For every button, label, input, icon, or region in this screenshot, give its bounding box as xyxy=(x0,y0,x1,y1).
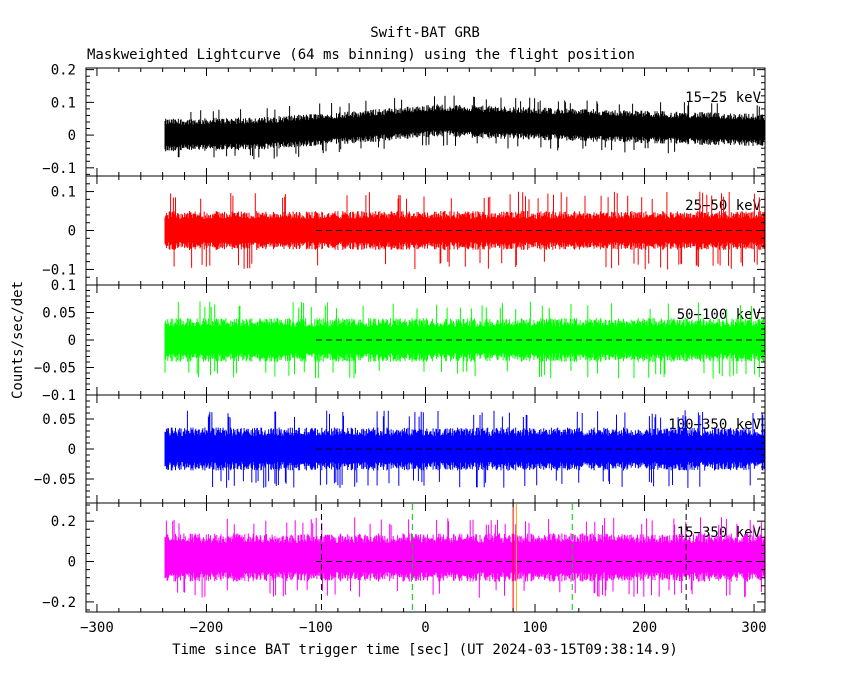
y-tick-label: 0 xyxy=(68,128,76,144)
y-tick-label: 0 xyxy=(68,555,76,571)
y-tick-label: −0.05 xyxy=(34,472,76,488)
y-tick-label: 0.1 xyxy=(51,185,76,201)
lightcurve-series xyxy=(164,95,766,160)
chart-subtitle: Maskweighted Lightcurve (64 ms binning) … xyxy=(87,47,635,63)
y-tick-label: −0.2 xyxy=(42,595,76,611)
panel-15-350 keV: 15−350 keV−0.200.2 xyxy=(42,502,766,613)
y-tick-label: −0.05 xyxy=(34,361,76,377)
y-tick-label: 0.1 xyxy=(51,95,76,111)
band-label: 15−25 keV xyxy=(685,90,761,106)
x-tick-label: 300 xyxy=(741,620,766,636)
y-tick-label: 0 xyxy=(68,442,76,458)
x-tick-label: 0 xyxy=(421,620,429,636)
panel-100-350 keV: 100−350 keV−0.0500.05 xyxy=(34,394,766,504)
x-tick-label: 200 xyxy=(632,620,657,636)
x-tick-label: 100 xyxy=(522,620,547,636)
y-tick-label: 0 xyxy=(68,333,76,349)
lightcurve-series xyxy=(164,191,766,270)
y-tick-label: 0.2 xyxy=(51,514,76,530)
x-tick-label: −300 xyxy=(80,620,114,636)
x-axis-label: Time since BAT trigger time [sec] (UT 20… xyxy=(172,642,678,658)
x-tick-label: −200 xyxy=(190,620,224,636)
lightcurve-series xyxy=(164,517,766,598)
panel-50-100 keV: 50−100 keV−0.1−0.0500.050.1 xyxy=(34,278,766,404)
panel-15-25 keV: 15−25 keV −0.1 0 0.1 0.2 xyxy=(42,63,766,177)
panels-group: 15−25 keV−0.100.10.225−50 keV−0.100.150−… xyxy=(34,63,766,613)
y-tick-label: 0.05 xyxy=(42,412,76,428)
y-tick-label: 0 xyxy=(68,224,76,240)
y-tick-label: −0.1 xyxy=(42,161,76,177)
y-axis-label: Counts/sec/det xyxy=(10,281,26,399)
y-tick-label: −0.1 xyxy=(42,388,76,404)
y-tick-label: 0.2 xyxy=(51,63,76,79)
y-tick-label: −0.1 xyxy=(42,262,76,278)
lightcurve-series xyxy=(164,301,766,379)
y-tick-label: 0.1 xyxy=(51,278,76,294)
panel-25-50 keV: 25−50 keV−0.100.1 xyxy=(42,175,766,286)
chart-title: Swift-BAT GRB xyxy=(370,25,480,41)
x-axis: −300 −200 −100 0 100 200 300 xyxy=(80,620,767,636)
y-tick-label: 0.05 xyxy=(42,306,76,322)
x-tick-label: −100 xyxy=(299,620,333,636)
